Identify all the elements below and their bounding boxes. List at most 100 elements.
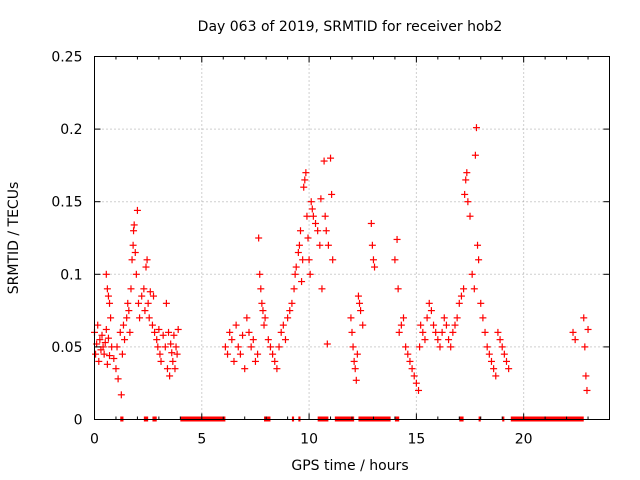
data-point bbox=[153, 336, 161, 344]
data-point bbox=[462, 176, 470, 184]
data-point bbox=[308, 205, 316, 213]
data-point bbox=[98, 331, 106, 339]
data-point bbox=[166, 372, 174, 380]
y-tick-label: 0.2 bbox=[60, 122, 82, 138]
y-tick-label: 0.25 bbox=[51, 50, 82, 66]
data-point bbox=[479, 314, 487, 322]
data-point bbox=[371, 263, 379, 271]
data-point bbox=[406, 357, 414, 365]
data-point bbox=[453, 314, 461, 322]
data-point bbox=[402, 343, 410, 351]
data-point bbox=[286, 307, 294, 315]
y-tick-label: 0.1 bbox=[60, 267, 82, 283]
data-point bbox=[397, 321, 405, 329]
data-point bbox=[125, 307, 133, 315]
data-point bbox=[107, 314, 115, 322]
chart-title: Day 063 of 2019, SRMTID for receiver hob… bbox=[198, 19, 503, 35]
data-point bbox=[132, 270, 140, 278]
data-point bbox=[291, 270, 299, 278]
data-point bbox=[251, 357, 259, 365]
data-point bbox=[430, 321, 438, 329]
data-point bbox=[128, 256, 136, 264]
data-point bbox=[141, 307, 149, 315]
data-point bbox=[264, 336, 272, 344]
data-points bbox=[91, 124, 592, 399]
data-point bbox=[148, 321, 156, 329]
data-point bbox=[425, 299, 433, 307]
data-point bbox=[490, 365, 498, 373]
data-point bbox=[487, 357, 495, 365]
data-point bbox=[351, 365, 359, 373]
data-point bbox=[102, 325, 110, 333]
data-point bbox=[103, 360, 111, 368]
data-point bbox=[159, 331, 167, 339]
y-tick-label: 0.15 bbox=[51, 195, 82, 211]
data-point bbox=[260, 321, 268, 329]
data-point bbox=[483, 343, 491, 351]
data-point bbox=[348, 328, 356, 336]
data-point bbox=[134, 299, 142, 307]
data-point bbox=[298, 278, 306, 286]
data-point bbox=[427, 307, 435, 315]
data-point bbox=[455, 299, 463, 307]
data-point bbox=[584, 325, 592, 333]
data-point bbox=[412, 379, 420, 387]
data-point bbox=[168, 349, 176, 357]
data-point bbox=[329, 256, 337, 264]
data-point bbox=[571, 336, 579, 344]
data-point bbox=[349, 343, 357, 351]
data-point bbox=[457, 292, 465, 300]
data-point bbox=[320, 157, 328, 165]
data-point bbox=[112, 365, 120, 373]
data-point bbox=[245, 328, 253, 336]
data-point bbox=[503, 357, 510, 365]
data-point bbox=[451, 321, 459, 329]
data-point bbox=[301, 176, 309, 184]
data-point bbox=[581, 343, 589, 351]
data-point bbox=[171, 365, 179, 373]
data-point bbox=[323, 340, 331, 348]
data-point bbox=[312, 219, 320, 227]
data-point bbox=[434, 336, 442, 344]
data-point bbox=[356, 299, 364, 307]
data-point bbox=[470, 285, 478, 293]
data-point bbox=[118, 350, 126, 358]
data-point bbox=[92, 350, 100, 358]
data-point bbox=[273, 365, 281, 373]
data-point bbox=[367, 219, 375, 227]
data-point bbox=[170, 331, 178, 339]
data-point bbox=[438, 328, 446, 336]
data-point bbox=[103, 285, 111, 293]
data-point bbox=[256, 270, 264, 278]
data-point bbox=[146, 288, 154, 296]
data-point bbox=[172, 343, 180, 351]
data-point bbox=[305, 256, 313, 264]
data-point bbox=[303, 212, 311, 220]
data-point bbox=[163, 365, 171, 373]
data-point bbox=[350, 357, 358, 365]
y-tick-label: 0.05 bbox=[51, 340, 82, 356]
data-point bbox=[224, 350, 232, 358]
data-point bbox=[408, 365, 416, 373]
data-point bbox=[144, 299, 152, 307]
data-point bbox=[110, 355, 118, 363]
data-point bbox=[354, 292, 362, 300]
data-point bbox=[254, 350, 262, 358]
data-point bbox=[464, 198, 472, 206]
data-point bbox=[421, 336, 429, 344]
data-point bbox=[114, 375, 122, 383]
data-point bbox=[133, 206, 141, 214]
data-point bbox=[322, 227, 330, 235]
data-point bbox=[130, 221, 138, 229]
data-point bbox=[279, 321, 287, 329]
data-point bbox=[100, 350, 108, 358]
data-point bbox=[415, 386, 423, 394]
data-point bbox=[126, 328, 134, 336]
data-point bbox=[228, 336, 236, 344]
data-point bbox=[116, 328, 124, 336]
data-point bbox=[395, 328, 403, 336]
y-tick-label: 0 bbox=[74, 413, 83, 429]
data-point bbox=[236, 350, 244, 358]
data-point bbox=[101, 339, 109, 347]
